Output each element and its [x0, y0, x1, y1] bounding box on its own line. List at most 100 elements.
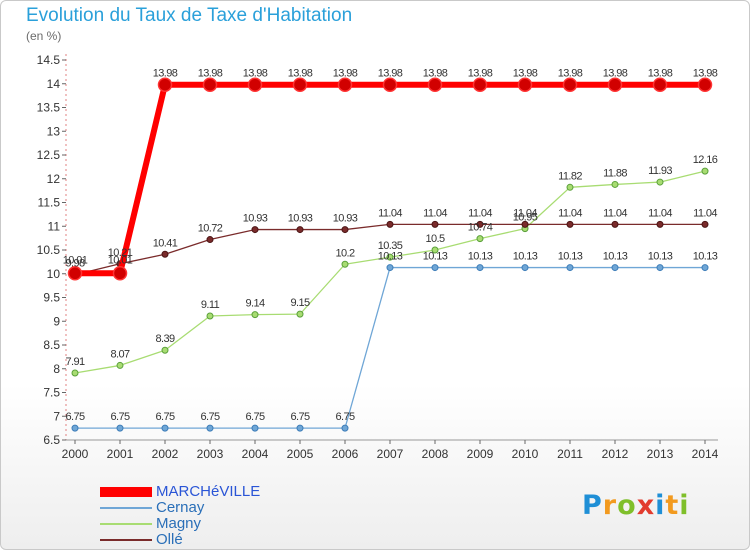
data-label: 13.98 — [648, 68, 673, 80]
data-label: 6.75 — [155, 411, 174, 423]
data-point — [296, 424, 304, 432]
legend-label: Cernay — [156, 499, 205, 516]
data-point — [67, 266, 83, 281]
chart-axes: 6.577.588.599.51010.51111.51212.51313.51… — [37, 53, 719, 461]
data-point — [251, 424, 259, 432]
y-tick-label: 10.5 — [37, 243, 61, 257]
logo-letter: r — [602, 490, 618, 521]
data-label: 13.98 — [288, 68, 313, 80]
data-point — [386, 264, 394, 272]
data-point — [701, 167, 709, 175]
data-label: 7.91 — [65, 356, 84, 368]
y-tick-label: 7 — [53, 409, 60, 423]
data-point — [476, 235, 484, 243]
proxiti-logo: Proxiti — [582, 490, 690, 521]
data-label: 10.01 — [108, 254, 133, 266]
legend-swatch — [100, 487, 152, 497]
y-tick-label: 8 — [53, 362, 60, 376]
data-label: 11.04 — [423, 207, 447, 219]
legend-label: MARCHéVILLE — [156, 483, 261, 500]
data-point — [656, 220, 664, 228]
x-tick-label: 2000 — [62, 447, 89, 461]
legend-item: Cernay — [100, 500, 260, 516]
data-point — [157, 77, 173, 92]
data-label: 10.72 — [198, 223, 223, 235]
data-point — [431, 246, 439, 254]
data-point — [202, 77, 218, 92]
data-label: 11.04 — [513, 207, 537, 219]
data-label: 13.98 — [603, 68, 628, 80]
data-labels: 10.01 10.01 13.98 13.98 13.98 13.98 13.98 13.98… — [63, 68, 719, 423]
data-label: 11.93 — [648, 165, 672, 177]
data-point — [71, 369, 79, 377]
data-point — [697, 77, 713, 92]
x-tick-label: 2013 — [647, 447, 674, 461]
x-tick-label: 2003 — [197, 447, 224, 461]
data-label: 9.14 — [245, 298, 264, 310]
data-label: 10.13 — [378, 251, 403, 263]
data-point — [341, 424, 349, 432]
x-tick-label: 2002 — [152, 447, 179, 461]
y-tick-label: 13.5 — [37, 101, 61, 115]
data-point — [476, 220, 484, 228]
data-label: 11.04 — [603, 207, 627, 219]
data-label: 6.75 — [110, 411, 129, 423]
data-point — [566, 220, 574, 228]
x-tick-label: 2005 — [287, 447, 314, 461]
data-point — [386, 253, 394, 261]
data-label: 10.13 — [513, 251, 538, 263]
data-label: 11.04 — [558, 207, 582, 219]
data-point — [116, 424, 124, 432]
data-label: 10.93 — [333, 213, 358, 225]
data-label: 11.82 — [558, 170, 582, 182]
legend-item: Magny — [100, 516, 260, 532]
x-tick-label: 2006 — [332, 447, 359, 461]
y-tick-label: 11 — [48, 219, 61, 233]
y-tick-label: 7.5 — [43, 386, 60, 400]
data-point — [341, 226, 349, 234]
data-label: 12.16 — [693, 154, 718, 166]
data-point — [656, 178, 664, 186]
data-point — [431, 264, 439, 272]
data-point — [112, 266, 128, 281]
series-line-cernay — [75, 266, 705, 429]
data-point — [611, 220, 619, 228]
chart-series — [67, 77, 713, 432]
data-point — [656, 264, 664, 272]
data-label: 10.2 — [335, 247, 354, 259]
y-tick-label: 14 — [47, 77, 61, 91]
data-label: 10.93 — [288, 213, 313, 225]
legend-swatch — [100, 523, 152, 525]
data-point — [161, 424, 169, 432]
x-tick-label: 2007 — [377, 447, 404, 461]
data-label: 13.98 — [423, 68, 448, 80]
y-tick-label: 6.5 — [43, 433, 60, 447]
logo-letter: i — [655, 490, 666, 521]
y-tick-label: 9 — [53, 314, 60, 328]
data-point — [566, 183, 574, 191]
legend-label: Ollé — [156, 531, 183, 548]
data-point — [431, 220, 439, 228]
data-point — [562, 77, 578, 92]
logo-letter: P — [582, 490, 603, 521]
logo-letter: i — [679, 490, 690, 521]
data-label: 10.13 — [693, 251, 718, 263]
data-label: 10.93 — [243, 213, 268, 225]
data-label: 13.98 — [243, 68, 268, 80]
data-point — [251, 311, 259, 319]
legend-item: Ollé — [100, 532, 260, 548]
data-label: 13.98 — [513, 68, 538, 80]
y-tick-label: 12.5 — [37, 148, 61, 162]
chart-legend: MARCHéVILLE Cernay Magny Ollé — [100, 484, 260, 548]
data-point — [517, 77, 533, 92]
data-point — [607, 77, 623, 92]
logo-letter: t — [665, 490, 680, 521]
y-tick-label: 12 — [47, 172, 61, 186]
data-point — [341, 260, 349, 268]
data-label: 9.11 — [201, 299, 220, 311]
y-axis-unit-label: (en %) — [26, 29, 62, 43]
data-point — [247, 77, 263, 92]
x-tick-label: 2010 — [512, 447, 539, 461]
x-tick-label: 2009 — [467, 447, 494, 461]
data-point — [701, 220, 709, 228]
